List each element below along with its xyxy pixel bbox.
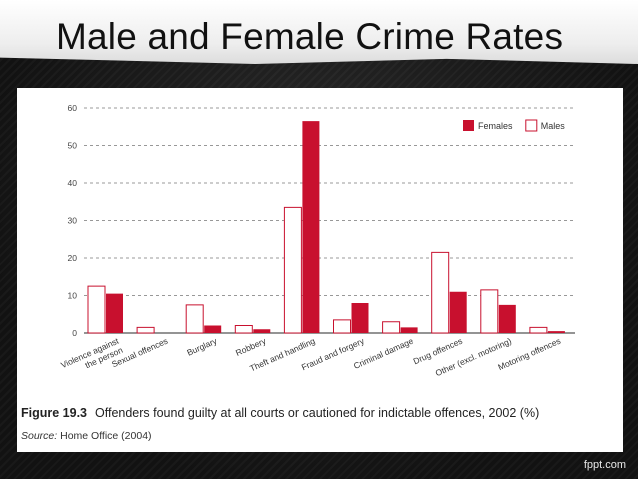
legend-label: Females bbox=[478, 121, 513, 131]
figure-label: Figure 19.3 bbox=[21, 406, 87, 420]
bar-females bbox=[449, 291, 467, 333]
bar-males bbox=[185, 304, 204, 334]
grid-lines bbox=[84, 107, 575, 334]
figure-panel: 0 10 20 30 40 50 60 Violence againstthe person… bbox=[17, 88, 623, 452]
y-tick-label: 30 bbox=[68, 216, 78, 226]
footer-brand: fppt.com bbox=[583, 459, 626, 471]
y-tick-label: 40 bbox=[68, 178, 78, 188]
slide-title: Male and Female Crime Rates bbox=[56, 16, 564, 57]
legend-label: Males bbox=[541, 121, 566, 131]
bar-males bbox=[333, 319, 351, 334]
bar-males bbox=[234, 325, 253, 334]
bar-males bbox=[480, 289, 499, 334]
bar-females bbox=[253, 329, 271, 333]
y-tick-label: 50 bbox=[68, 141, 78, 151]
legend-swatch-males bbox=[525, 119, 538, 132]
figure-caption-text: Offenders found guilty at all courts or … bbox=[95, 406, 540, 420]
bar-males bbox=[529, 326, 548, 334]
bar-females bbox=[106, 293, 123, 333]
bar-males bbox=[87, 285, 106, 334]
y-tick-label: 60 bbox=[68, 103, 78, 113]
figure-source: Source: Home Office (2004) bbox=[21, 430, 152, 442]
title-band bbox=[0, 0, 638, 64]
figure-caption: Figure 19.3 Offenders found guilty at all… bbox=[21, 406, 539, 420]
bar-males bbox=[382, 321, 401, 334]
bar-females bbox=[351, 303, 369, 333]
source-text: Home Office (2004) bbox=[57, 430, 152, 442]
x-tick-label: Burglary bbox=[185, 335, 219, 357]
bar-females bbox=[498, 304, 516, 333]
bar-females bbox=[204, 325, 222, 333]
x-tick-label: Robbery bbox=[234, 335, 268, 358]
bar-males bbox=[136, 326, 155, 334]
bar-females bbox=[302, 121, 320, 333]
bar-chart: 0 10 20 30 40 50 60 Violence againstthe person… bbox=[59, 103, 575, 378]
bar-males bbox=[283, 206, 302, 334]
legend: Females Males bbox=[463, 119, 566, 132]
y-tick-label: 0 bbox=[72, 328, 77, 338]
y-axis-ticks: 0 10 20 30 40 50 60 bbox=[68, 103, 78, 338]
legend-swatch-females bbox=[463, 120, 474, 131]
source-label: Source: bbox=[21, 430, 58, 442]
bar-males bbox=[431, 251, 450, 334]
y-tick-label: 20 bbox=[68, 253, 78, 263]
bar-females bbox=[400, 327, 418, 333]
y-tick-label: 10 bbox=[68, 291, 78, 301]
bars bbox=[87, 121, 565, 334]
bar-females bbox=[547, 331, 565, 333]
